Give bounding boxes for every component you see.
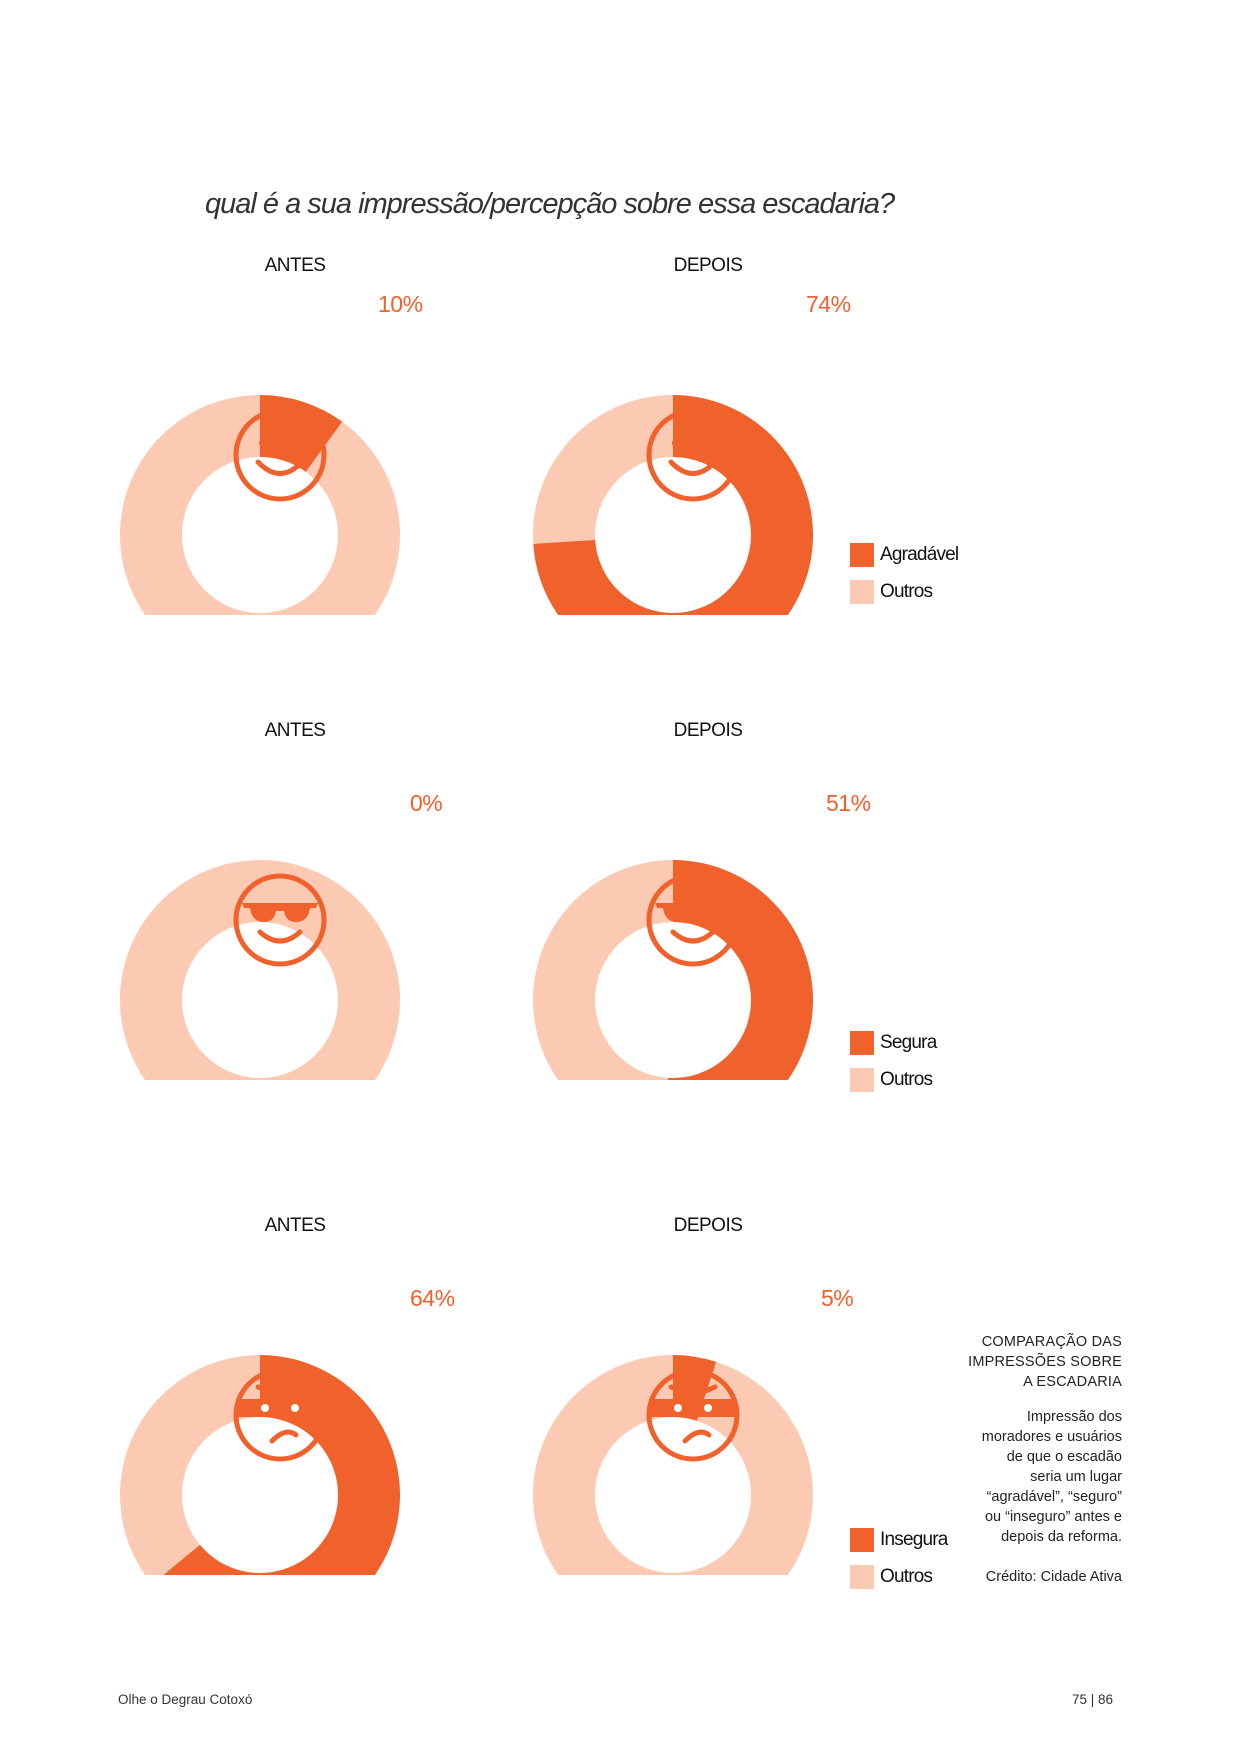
slice-agradável [533, 395, 813, 615]
sunglasses-face-icon [643, 870, 743, 970]
legend-swatch-rest [850, 1067, 874, 1092]
page-title: qual é a sua impressão/percepção sobre e… [205, 188, 895, 220]
chart-label: ANTES [264, 255, 326, 276]
legend-swatch-rest [850, 1564, 874, 1589]
legend-item-insegura: Insegura [850, 1521, 948, 1558]
chart-label: DEPOIS [673, 1215, 743, 1236]
legend-item-agradavel: Agradável [850, 536, 959, 573]
donut-svg [533, 395, 813, 615]
legend-item-outros: Outros [850, 1558, 948, 1595]
donut-svg [120, 395, 400, 615]
slice-outros [120, 1355, 260, 1575]
sunglasses-face-icon [230, 870, 330, 970]
legend-label: Insegura [880, 1528, 948, 1550]
donut-chart-agradavel-depois: DEPOIS 74% [528, 255, 888, 615]
legend-label: Agradável [880, 543, 959, 565]
smile-icon [643, 405, 743, 505]
legend-label: Outros [880, 1565, 933, 1587]
masked-face-icon [230, 1365, 330, 1465]
note-body-line: de que o escadão [1006, 1449, 1122, 1465]
percent-label: 0% [410, 790, 443, 816]
smile-icon [230, 405, 330, 505]
donut-chart-insegura-depois: DEPOIS 5% [528, 1215, 888, 1575]
slice-outros [533, 395, 673, 544]
note-body-line: ou “inseguro” antes e [984, 1509, 1122, 1525]
donut-svg [120, 860, 400, 1080]
legend-swatch-highlight [850, 1030, 874, 1055]
legend-label: Segura [880, 1031, 937, 1053]
note-heading-line: IMPRESSÕES SOBRE [968, 1354, 1122, 1370]
note-heading: COMPARAÇÃO DAS IMPRESSÕES SOBRE A ESCADA… [900, 1332, 1122, 1392]
legend-label: Outros [880, 580, 933, 602]
slice-agradável [260, 395, 343, 472]
note-heading-line: COMPARAÇÃO DAS [981, 1334, 1122, 1350]
footer-page-number: 75 | 86 [1072, 1692, 1114, 1707]
donut-chart-segura-depois: DEPOIS 51% [528, 720, 888, 1080]
slice-outros [533, 1355, 813, 1575]
masked-face-icon [643, 1365, 743, 1465]
note-body-line: “agradável”, “seguro” [986, 1489, 1122, 1505]
note-body-line: depois da reforma. [1001, 1529, 1122, 1545]
legend-swatch-rest [850, 579, 874, 604]
legend-swatch-highlight [850, 1527, 874, 1552]
legend-segura: Segura Outros [850, 1024, 937, 1098]
percent-label: 10% [378, 291, 423, 317]
chart-label: ANTES [264, 1215, 326, 1236]
note-body-line: seria um lugar [1030, 1469, 1122, 1485]
note-body-line: moradores e usuários [981, 1429, 1122, 1445]
note-heading-line: A ESCADARIA [1023, 1374, 1122, 1390]
percent-label: 5% [821, 1285, 854, 1311]
donut-chart-insegura-antes: ANTES 64% [115, 1215, 475, 1575]
slice-outros [120, 860, 400, 1080]
chart-label: DEPOIS [673, 255, 743, 276]
footer-publication-title: Olhe o Degrau Cotoxó [118, 1692, 253, 1707]
donut-chart-agradavel-antes: ANTES 10% [115, 255, 475, 615]
legend-item-outros: Outros [850, 573, 958, 610]
legend-item-outros: Outros [850, 1061, 936, 1098]
chart-label: ANTES [264, 720, 326, 741]
legend-item-segura: Segura [850, 1024, 937, 1061]
legend-swatch-highlight [850, 542, 874, 567]
slice-outros [120, 395, 400, 615]
chart-label: DEPOIS [673, 720, 743, 741]
donut-chart-segura-antes: ANTES 0% [115, 720, 475, 1080]
percent-label: 51% [826, 790, 871, 816]
note-body: Impressão dos moradores e usuários de qu… [900, 1407, 1122, 1547]
legend-agradavel: Agradável Outros [850, 536, 959, 610]
legend-insegura: Insegura Outros [850, 1521, 948, 1595]
note-body-line: Impressão dos [1026, 1409, 1122, 1425]
percent-label: 64% [410, 1285, 455, 1311]
slice-insegura [163, 1355, 400, 1575]
note-credit: Crédito: Cidade Ativa [985, 1569, 1122, 1585]
percent-label: 74% [806, 291, 851, 317]
slice-outros [533, 860, 673, 1080]
legend-label: Outros [880, 1068, 933, 1090]
donut-svg [120, 1355, 400, 1575]
